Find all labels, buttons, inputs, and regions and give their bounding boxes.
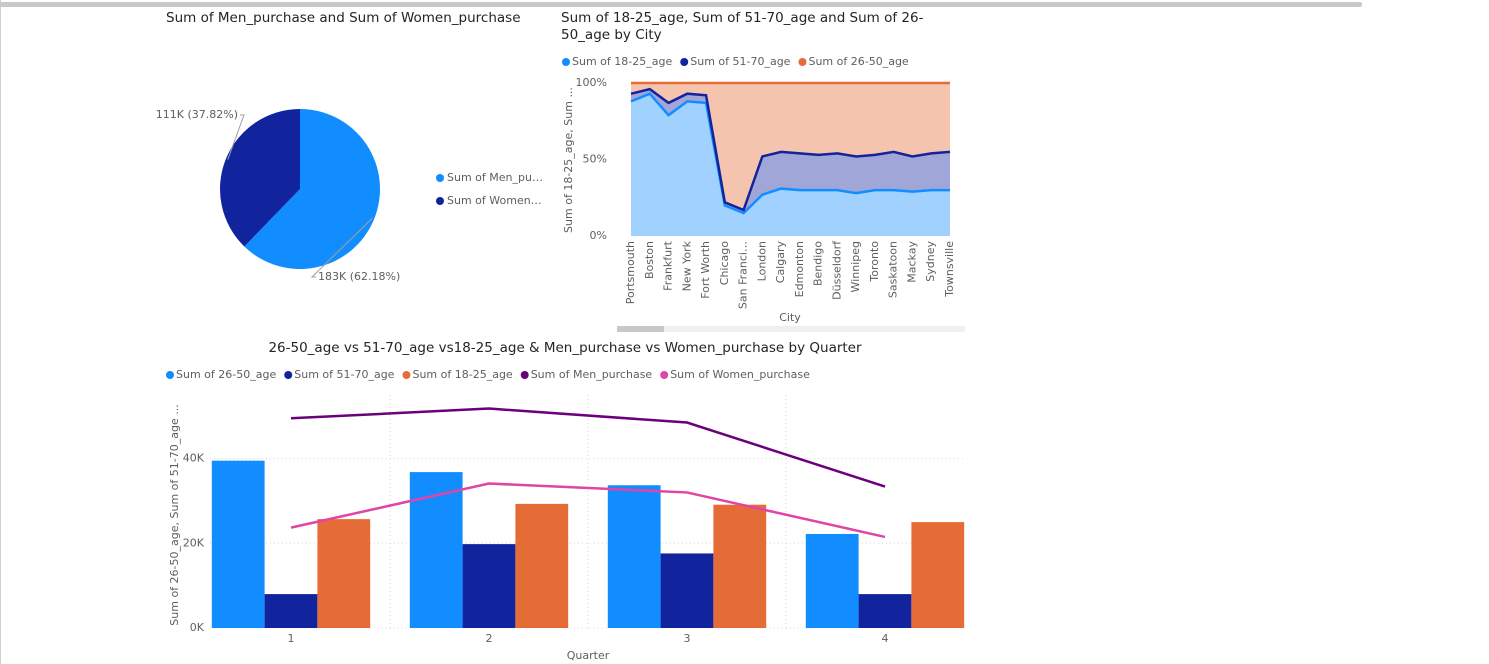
x-tick-label: 3 [684, 632, 691, 645]
x-axis-title: City [779, 311, 801, 324]
x-tick-label: Mackay [905, 241, 918, 283]
area-fill [631, 83, 950, 210]
legend-label: Sum of 26-50_age [808, 55, 908, 68]
legend-label: Sum of 26-50_age [176, 368, 276, 381]
chart-title: Sum of Men_purchase and Sum of Women_pur… [166, 10, 521, 26]
x-axis-title: Quarter [567, 649, 610, 662]
bar [607, 485, 661, 628]
line [290, 407, 886, 488]
legend-marker [798, 58, 807, 66]
data-label: 111K (37.82%) [156, 108, 238, 121]
legend-marker [402, 371, 411, 379]
bar [805, 533, 859, 628]
bar [858, 594, 912, 628]
bar [317, 519, 371, 628]
x-tick-label: Toronto [868, 241, 881, 283]
x-tick-label: Edmonton [793, 241, 806, 297]
legend-marker [436, 174, 444, 182]
page-scrollbar[interactable] [0, 2, 1362, 7]
chart-scrollbar-thumb[interactable] [617, 326, 664, 332]
leader-line [310, 217, 373, 278]
x-tick-label: 2 [486, 632, 493, 645]
y-tick-label: 20K [183, 536, 205, 549]
area-line [630, 92, 950, 215]
data-label: 183K (62.18%) [318, 270, 400, 283]
y-axis-title: Sum of 18-25_age, Sum ... [562, 87, 575, 233]
x-tick-label: Calgary [774, 241, 787, 284]
x-tick-label: Townsville [943, 241, 956, 298]
y-tick-label: 0% [590, 229, 607, 242]
area-line [630, 87, 951, 212]
x-tick-label: Düsseldorf [830, 240, 843, 300]
legend-label: Sum of 18-25_age [572, 55, 672, 68]
bar [515, 503, 569, 628]
y-axis-title: Sum of 26-50_age, Sum of 51-70_age ... [168, 404, 181, 625]
x-tick-label: Bendigo [812, 241, 825, 286]
legend-label: Sum of Women_purchase [670, 368, 810, 381]
legend-marker [436, 197, 444, 205]
legend-label: Sum of Men_pu… [447, 171, 543, 184]
x-tick-label: Winnipeg [849, 241, 862, 292]
bar [713, 504, 767, 628]
leader-line [227, 114, 245, 160]
x-tick-label: Saskatoon [887, 241, 900, 298]
y-tick-label: 100% [576, 76, 607, 89]
area-fill [631, 89, 950, 214]
x-tick-label: Boston [643, 241, 656, 279]
chart-title: 26-50_age vs 51-70_age vs18-25_age & Men… [268, 340, 862, 356]
y-tick-label: 0K [190, 621, 205, 634]
legend-label: Sum of Women… [447, 194, 542, 207]
y-tick-label: 50% [583, 153, 607, 166]
bar [911, 522, 965, 628]
chart-scrollbar-track[interactable] [617, 326, 965, 332]
line [290, 482, 886, 539]
legend-label: Sum of 51-70_age [294, 368, 394, 381]
legend-label: Sum of 18-25_age [412, 368, 512, 381]
legend-marker [562, 58, 570, 66]
legend-label: Sum of 51-70_age [690, 55, 790, 68]
chart-title: Sum of 18-25_age, Sum of 51-70_age and S… [561, 10, 924, 43]
pie-slice [244, 109, 380, 269]
legend-marker [520, 371, 529, 379]
x-tick-label: 4 [882, 632, 889, 645]
bar [660, 553, 714, 628]
x-tick-label: Frankfurt [662, 240, 675, 290]
pie-slice [220, 109, 300, 247]
x-tick-label: Chicago [718, 241, 731, 285]
legend-marker [660, 371, 669, 379]
x-tick-label: Portsmouth [624, 241, 637, 304]
bar [211, 460, 265, 628]
y-tick-label: 40K [183, 452, 205, 465]
legend-marker [680, 58, 689, 66]
x-tick-label: Sydney [924, 241, 937, 282]
legend-marker [166, 371, 174, 379]
legend-label: Sum of Men_purchase [531, 368, 653, 381]
x-tick-label: Fort Worth [699, 241, 712, 299]
x-tick-label: London [755, 241, 768, 281]
bar [264, 594, 318, 628]
x-tick-label: 1 [288, 632, 295, 645]
x-tick-label: New York [680, 240, 693, 291]
legend-marker [284, 371, 293, 379]
bar [462, 544, 516, 628]
x-tick-label: San Franci… [737, 241, 750, 309]
